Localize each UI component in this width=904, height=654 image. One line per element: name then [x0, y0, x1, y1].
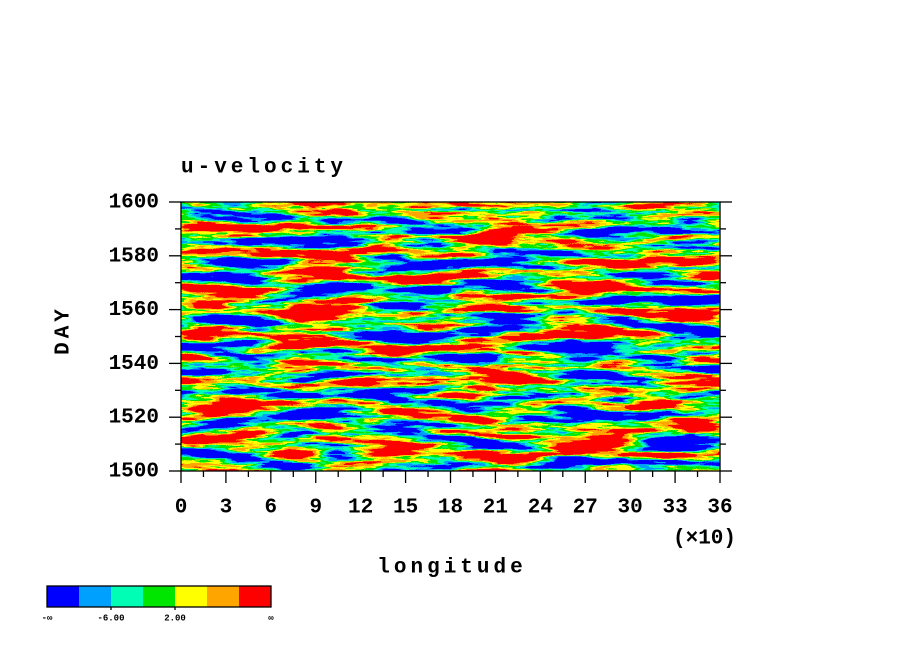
x-tick-label: 3: [220, 497, 233, 520]
x-tick-label: 33: [662, 497, 687, 520]
x-tick-label: 6: [265, 497, 278, 520]
y-tick-label: 1600: [109, 192, 159, 215]
colorbar-swatch: [111, 586, 143, 607]
colorbar-high-label: ∞: [268, 613, 274, 623]
y-tick-label: 1520: [109, 407, 159, 430]
colorbar-swatch: [207, 586, 239, 607]
x-tick-label: 30: [618, 497, 643, 520]
y-axis-label: DAY: [53, 305, 76, 355]
colorbar-low-label: -∞: [42, 613, 53, 623]
y-tick-label: 1540: [109, 353, 159, 376]
x-tick-label: 36: [707, 497, 732, 520]
x-tick-label: 27: [573, 497, 598, 520]
colorbar-tick-label: -6.00: [97, 613, 124, 623]
x-tick-label: 9: [309, 497, 322, 520]
x-tick-label: 18: [438, 497, 463, 520]
x-multiplier: (×10): [673, 528, 736, 551]
colorbar-swatch: [47, 586, 79, 607]
colorbar-swatch: [239, 586, 271, 607]
colorbar-swatch: [175, 586, 207, 607]
contour-field: [181, 202, 720, 471]
x-tick-label: 12: [348, 497, 373, 520]
chart-title: u-velocity: [181, 157, 347, 180]
colorbar-swatch: [79, 586, 111, 607]
x-axis-label: longitude: [377, 557, 526, 580]
colorbar-tick-label: 2.00: [164, 613, 186, 623]
x-tick-label: 0: [175, 497, 188, 520]
colorbar-frame: [46, 585, 272, 608]
x-tick-label: 21: [483, 497, 508, 520]
x-tick-label: 15: [393, 497, 418, 520]
y-tick-label: 1580: [109, 245, 159, 268]
y-tick-label: 1560: [109, 299, 159, 322]
colorbar-swatch: [143, 586, 175, 607]
x-tick-label: 24: [528, 497, 553, 520]
y-tick-label: 1500: [109, 461, 159, 484]
